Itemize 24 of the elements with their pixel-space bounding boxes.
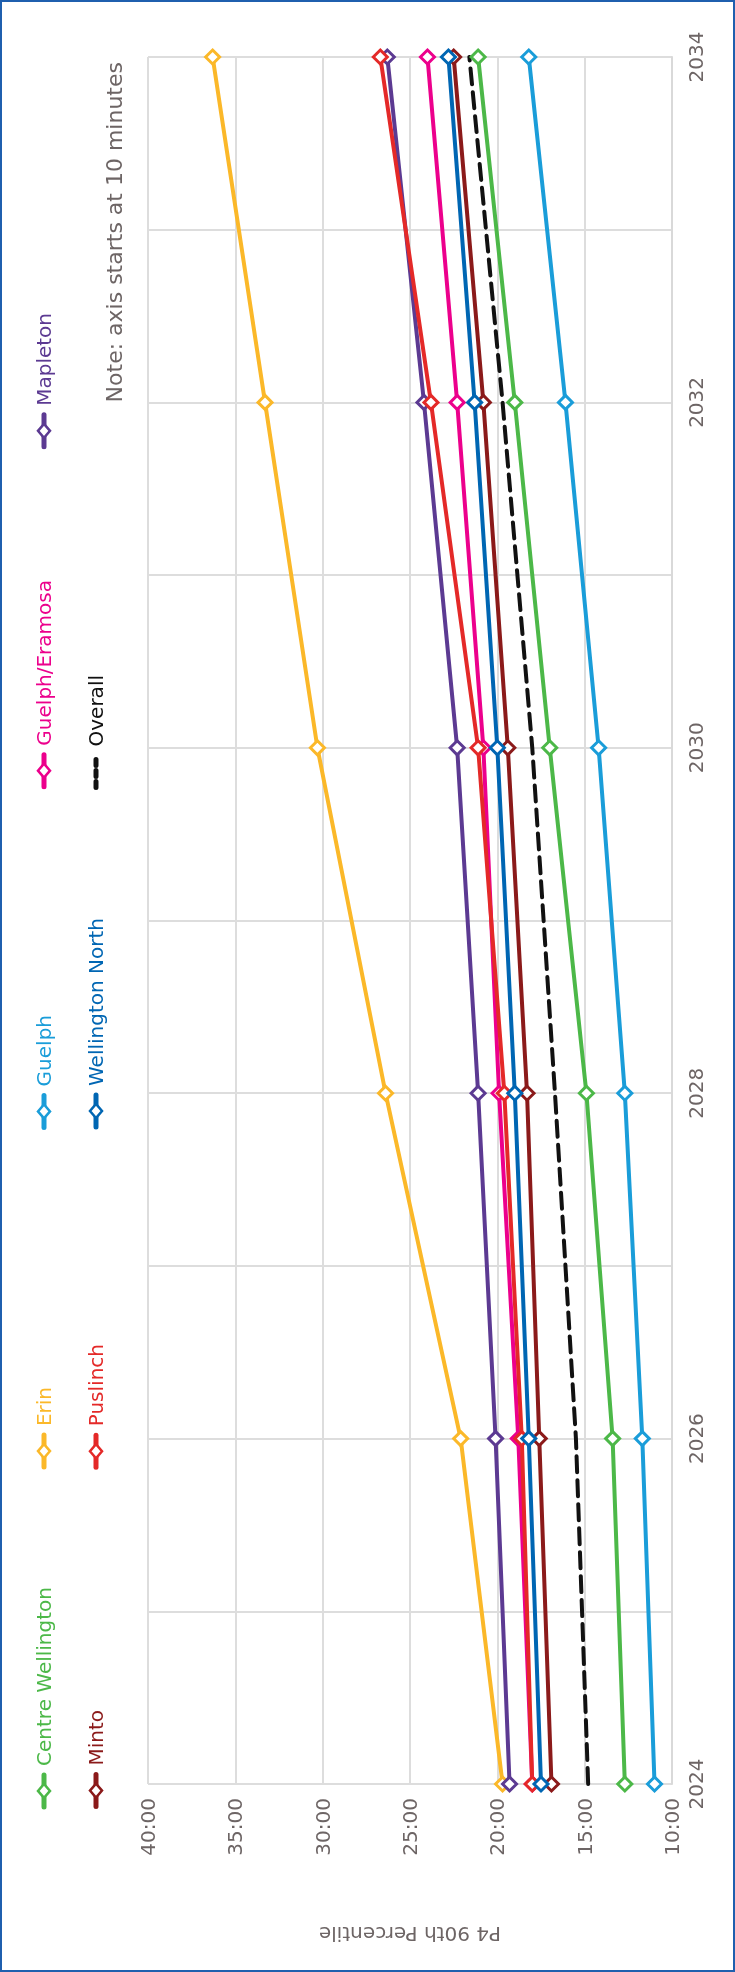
x-tick-label: 15:00 xyxy=(572,1798,597,1856)
x-axis-title: P4 90th Percentile xyxy=(318,1922,502,1946)
x-tick-label: 10:00 xyxy=(660,1798,684,1856)
y-tick-label: 2024 xyxy=(684,1758,708,1810)
text: Wellington North xyxy=(84,918,108,1086)
x-tick-label: 25:00 xyxy=(398,1798,422,1856)
text: Overall xyxy=(84,674,108,746)
x-tick-label: 40:00 xyxy=(136,1798,160,1856)
text: Minto xyxy=(84,1710,108,1766)
y-tick-label: 2026 xyxy=(684,1413,708,1465)
text: Centre Wellington xyxy=(32,1587,56,1766)
y-tick-label: 2032 xyxy=(684,376,708,428)
text: Guelph/Eramosa xyxy=(32,580,56,746)
x-tick-label: 30:00 xyxy=(310,1798,335,1856)
x-tick-label: 20:00 xyxy=(485,1798,510,1856)
x-tick-label: 35:00 xyxy=(223,1798,248,1856)
y-tick-label: 2030 xyxy=(684,722,708,774)
text: Mapleton xyxy=(32,313,56,406)
text: Guelph xyxy=(32,1014,56,1086)
text: Note: axis starts at 10 minutes xyxy=(101,62,127,403)
y-tick-label: 2034 xyxy=(684,31,708,83)
y-tick-label: 2028 xyxy=(684,1067,708,1119)
text: Erin xyxy=(32,1386,56,1426)
text: Puslinch xyxy=(84,1343,108,1426)
